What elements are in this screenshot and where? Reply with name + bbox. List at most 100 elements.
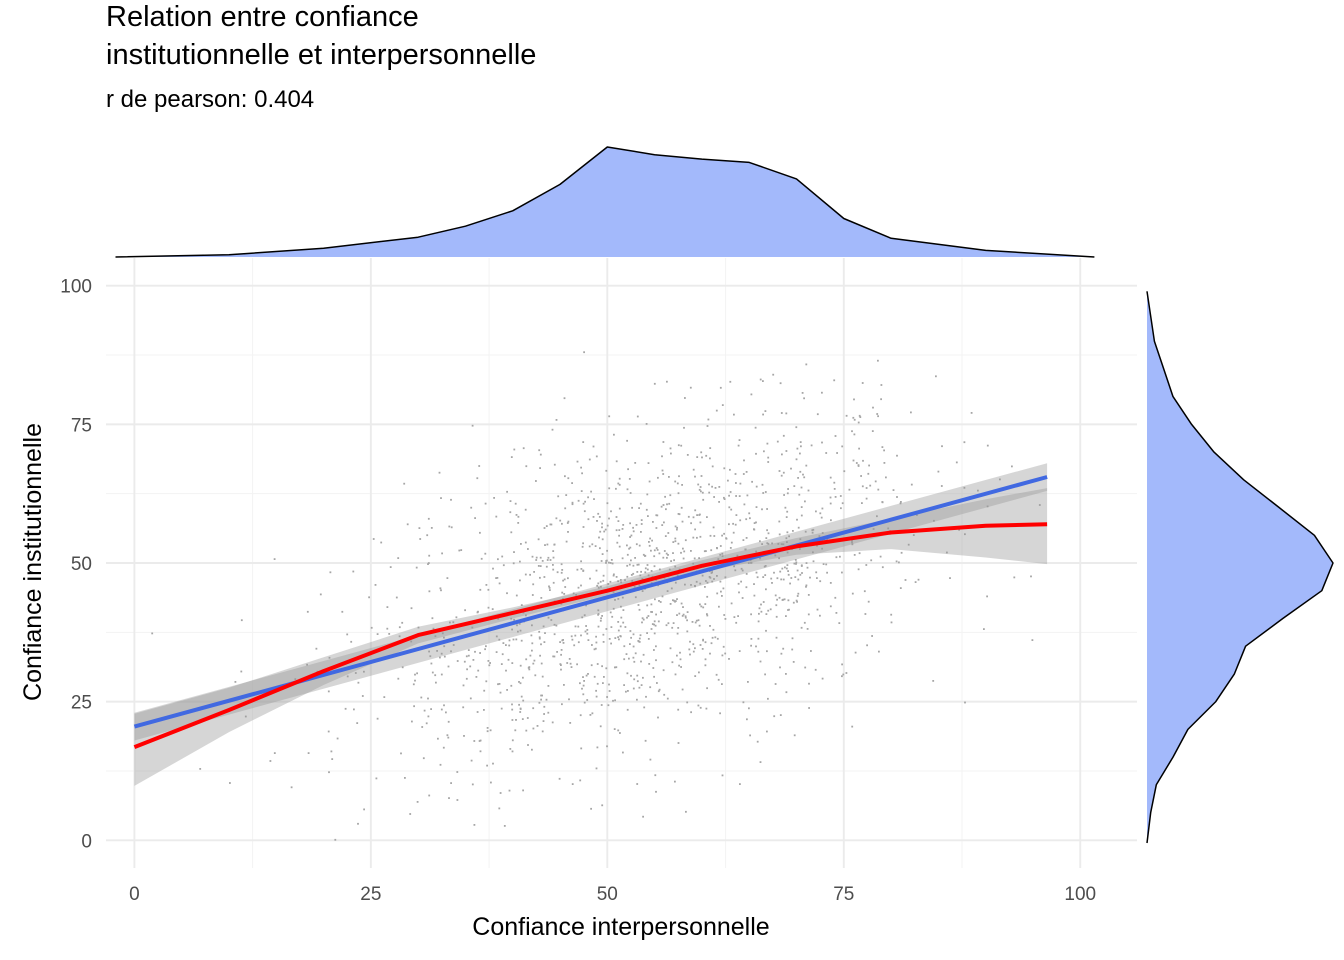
scatter-point bbox=[639, 502, 642, 505]
scatter-point bbox=[642, 676, 644, 679]
scatter-point bbox=[564, 507, 567, 510]
scatter-point bbox=[600, 617, 602, 620]
scatter-point bbox=[512, 562, 515, 565]
scatter-point bbox=[585, 625, 587, 627]
scatter-point bbox=[765, 629, 767, 632]
scatter-point bbox=[812, 560, 815, 563]
scatter-point bbox=[1011, 465, 1013, 468]
scatter-point bbox=[748, 512, 751, 515]
scatter-point bbox=[698, 514, 701, 516]
scatter-point bbox=[904, 579, 907, 581]
scatter-point bbox=[430, 662, 433, 665]
scatter-point bbox=[712, 526, 715, 529]
scatter-point bbox=[680, 602, 683, 605]
scatter-point bbox=[825, 563, 828, 566]
scatter-point bbox=[648, 544, 651, 547]
scatter-point bbox=[1013, 576, 1016, 579]
scatter-point bbox=[397, 677, 400, 680]
scatter-point bbox=[876, 515, 878, 518]
scatter-point bbox=[780, 474, 783, 477]
scatter-point bbox=[793, 485, 796, 487]
scatter-point bbox=[525, 614, 527, 617]
scatter-point bbox=[786, 564, 789, 566]
scatter-point bbox=[694, 528, 696, 531]
scatter-point bbox=[870, 559, 873, 562]
scatter-point bbox=[859, 416, 862, 418]
scatter-point bbox=[676, 528, 678, 531]
scatter-point bbox=[519, 711, 522, 713]
scatter-point bbox=[576, 663, 578, 666]
scatter-point bbox=[617, 629, 620, 632]
scatter-point bbox=[715, 409, 718, 412]
scatter-point bbox=[353, 708, 355, 711]
scatter-point bbox=[677, 492, 680, 495]
scatter-point bbox=[784, 506, 787, 509]
scatter-point bbox=[560, 664, 562, 666]
scatter-point bbox=[595, 695, 598, 698]
scatter-point bbox=[479, 750, 482, 753]
scatter-point bbox=[755, 506, 758, 508]
scatter-point bbox=[699, 582, 702, 585]
scatter-point bbox=[654, 624, 657, 627]
scatter-point bbox=[724, 618, 727, 620]
scatter-point bbox=[579, 714, 582, 717]
scatter-point bbox=[587, 518, 590, 521]
scatter-point bbox=[660, 505, 663, 508]
chart-subtitle: r de pearson: 0.404 bbox=[106, 86, 314, 113]
scatter-point bbox=[557, 495, 560, 498]
scatter-point bbox=[597, 586, 600, 589]
scatter-point bbox=[764, 565, 767, 567]
scatter-point bbox=[777, 543, 780, 545]
scatter-point bbox=[532, 707, 535, 710]
scatter-point bbox=[638, 686, 641, 689]
scatter-point bbox=[618, 545, 621, 548]
scatter-point bbox=[669, 494, 672, 497]
scatter-point bbox=[601, 615, 603, 617]
scatter-point bbox=[722, 587, 725, 590]
scatter-point bbox=[595, 689, 597, 692]
scatter-point bbox=[885, 476, 887, 479]
scatter-point bbox=[602, 641, 605, 643]
scatter-point bbox=[774, 683, 777, 685]
scatter-point bbox=[456, 771, 459, 773]
scatter-point bbox=[653, 649, 655, 651]
scatter-point bbox=[620, 605, 622, 608]
scatter-point bbox=[795, 599, 798, 602]
scatter-point bbox=[712, 628, 715, 631]
scatter-point bbox=[841, 571, 843, 574]
scatter-point bbox=[610, 642, 612, 645]
scatter-point bbox=[797, 578, 800, 581]
scatter-point bbox=[649, 686, 652, 689]
scatter-point bbox=[801, 392, 804, 394]
scatter-point bbox=[814, 668, 817, 671]
scatter-point bbox=[724, 652, 727, 655]
scatter-point bbox=[807, 594, 810, 596]
scatter-point bbox=[734, 473, 737, 475]
scatter-point bbox=[428, 650, 430, 653]
scatter-point bbox=[780, 412, 783, 414]
scatter-point bbox=[658, 600, 660, 602]
scatter-point bbox=[493, 497, 495, 499]
scatter-point bbox=[871, 430, 874, 432]
scatter-point bbox=[647, 615, 650, 617]
scatter-point bbox=[677, 708, 680, 711]
scatter-point bbox=[499, 691, 502, 694]
scatter-point bbox=[510, 531, 513, 534]
scatter-point bbox=[680, 666, 682, 668]
scatter-point bbox=[728, 506, 731, 509]
scatter-point bbox=[607, 583, 610, 585]
scatter-point bbox=[644, 571, 647, 574]
scatter-point bbox=[681, 520, 684, 523]
scatter-point bbox=[576, 568, 579, 571]
scatter-point bbox=[473, 824, 476, 826]
scatter-point bbox=[620, 616, 623, 619]
scatter-point bbox=[881, 446, 884, 448]
scatter-point bbox=[686, 454, 689, 456]
scatter-point bbox=[599, 725, 602, 728]
scatter-point bbox=[738, 495, 741, 497]
scatter-point bbox=[474, 517, 476, 519]
scatter-point bbox=[695, 580, 698, 583]
scatter-point bbox=[519, 560, 521, 563]
scatter-point bbox=[795, 563, 797, 565]
scatter-point bbox=[816, 608, 819, 611]
